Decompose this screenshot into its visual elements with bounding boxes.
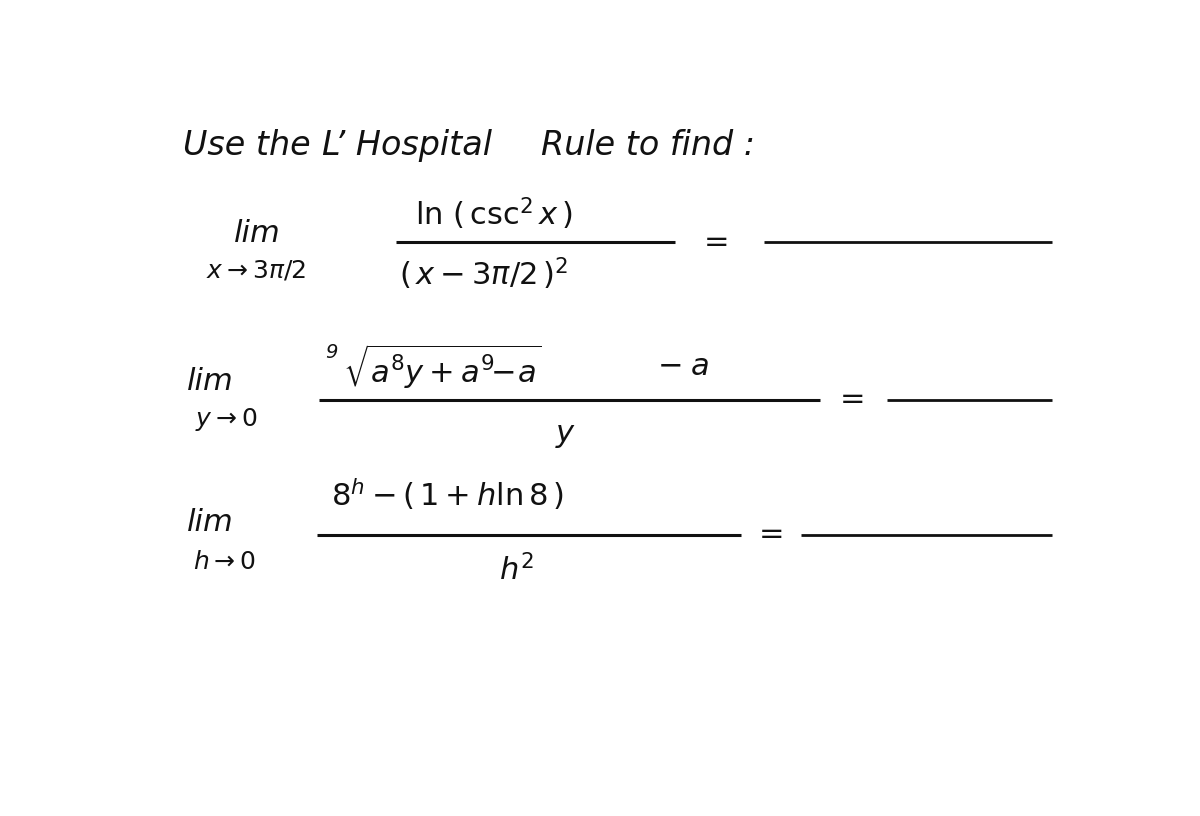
Text: Use the: Use the xyxy=(182,129,310,162)
Text: =: = xyxy=(703,228,728,257)
Text: L’ Hospital: L’ Hospital xyxy=(322,129,492,162)
Text: $\sqrt{a^8 y + a^9\!\!-\!a}$: $\sqrt{a^8 y + a^9\!\!-\!a}$ xyxy=(343,342,542,391)
Text: =: = xyxy=(840,385,865,414)
Text: $h \to 0$: $h \to 0$ xyxy=(193,550,256,574)
Text: lim: lim xyxy=(187,367,234,397)
Text: 9: 9 xyxy=(325,343,337,361)
Text: $y$: $y$ xyxy=(554,421,576,450)
Text: $(\,x - 3\pi/2\,)^2$: $(\,x - 3\pi/2\,)^2$ xyxy=(400,255,569,292)
Text: $8^h - (\,1 + h\ln 8\,)$: $8^h - (\,1 + h\ln 8\,)$ xyxy=(331,476,564,512)
Text: =: = xyxy=(760,520,785,549)
Text: Rule to find :: Rule to find : xyxy=(540,129,755,162)
Text: lim: lim xyxy=(234,219,281,247)
Text: $h^2$: $h^2$ xyxy=(499,554,534,587)
Text: $x \to 3\pi/2$: $x \to 3\pi/2$ xyxy=(206,259,306,282)
Text: $y \to 0$: $y \to 0$ xyxy=(194,406,257,433)
Text: lim: lim xyxy=(187,508,234,537)
Text: $-\;a$: $-\;a$ xyxy=(656,352,709,381)
Text: $\ln\,(\,\mathrm{csc}^2\,x\,)$: $\ln\,(\,\mathrm{csc}^2\,x\,)$ xyxy=(415,196,572,233)
